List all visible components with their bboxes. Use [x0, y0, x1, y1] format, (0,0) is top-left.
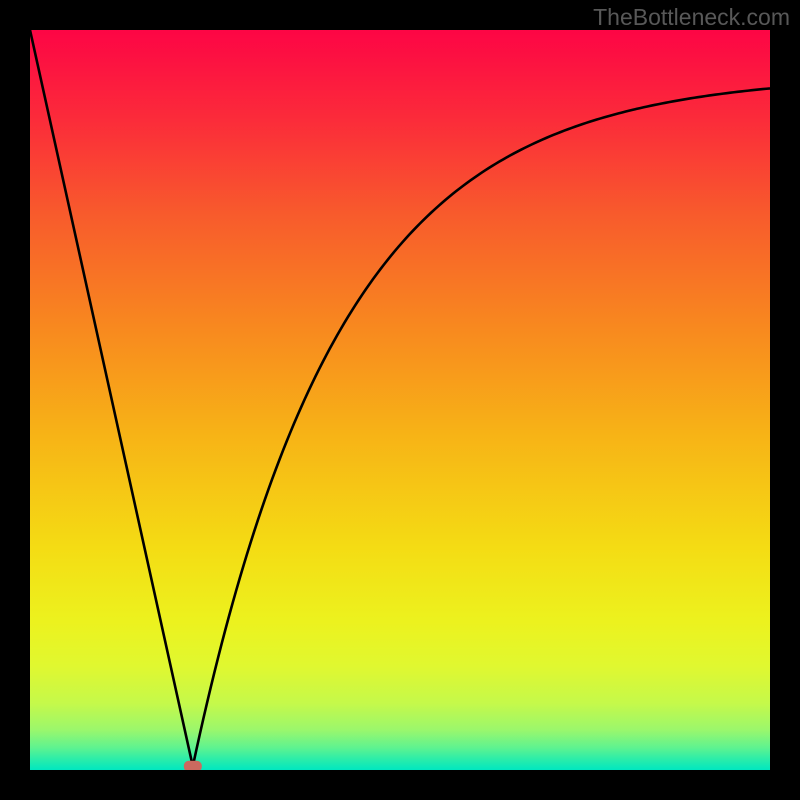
- plot-area: [30, 30, 770, 770]
- plot-background: [30, 30, 770, 770]
- watermark-text: TheBottleneck.com: [593, 4, 790, 31]
- optimum-marker: [184, 761, 202, 770]
- chart-frame: TheBottleneck.com: [0, 0, 800, 800]
- plot-svg: [30, 30, 770, 770]
